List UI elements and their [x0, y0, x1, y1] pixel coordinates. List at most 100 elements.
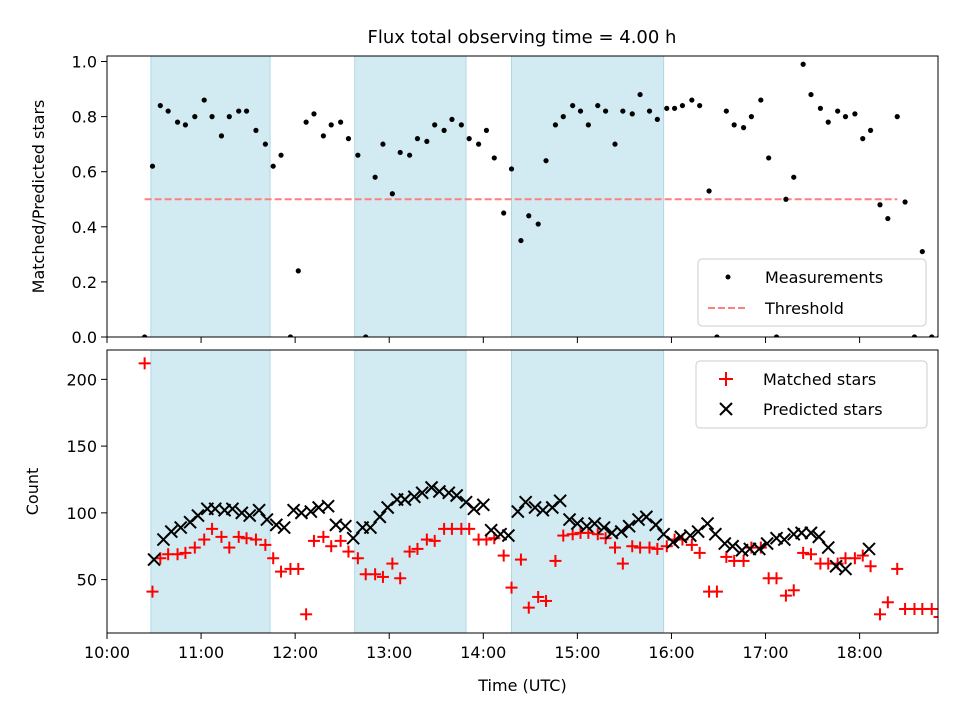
measurement-point [543, 158, 549, 164]
matched-point [925, 602, 938, 615]
y-tick-label: 100 [66, 504, 97, 523]
measurement-point [825, 119, 831, 125]
matched-point [933, 615, 938, 618]
measurement-point [311, 111, 317, 117]
matched-point [369, 568, 382, 581]
measurement-point [671, 105, 678, 111]
measurement-point [270, 163, 276, 169]
predicted-point [829, 559, 843, 573]
predicted-point [424, 480, 439, 495]
measurement-point [852, 111, 858, 117]
measurements-legend-label: Measurements [765, 268, 883, 287]
predicted-point [415, 486, 429, 500]
matched-stars-points [138, 357, 938, 621]
predicted-point [752, 542, 766, 556]
matched-point [307, 534, 320, 547]
measurement-point [441, 127, 447, 133]
matched-point [411, 542, 424, 555]
measurement-point [842, 114, 849, 120]
matched-point [292, 562, 305, 575]
measurement-point [946, 334, 951, 339]
measurement-point [295, 268, 301, 274]
matched-point [693, 546, 706, 559]
predicted-point [173, 520, 188, 535]
threshold-legend-label: Threshold [764, 299, 844, 318]
measurement-point [552, 122, 559, 128]
matched-point [334, 534, 347, 547]
matched-point [685, 538, 698, 551]
matched-point [609, 541, 622, 554]
measurement-point [791, 174, 797, 180]
observing-window-3 [511, 55, 665, 338]
measurement-point [585, 122, 591, 128]
predicted-point [449, 488, 464, 503]
observing-window-1 [150, 349, 271, 634]
measurement-point [919, 248, 925, 255]
measurements-legend-marker [725, 274, 731, 280]
measurement-point [954, 334, 959, 339]
measurement-point [278, 152, 284, 158]
measurement-point [380, 141, 386, 147]
matched-legend-marker [719, 372, 733, 386]
predicted-point [725, 539, 740, 553]
measurement-point [748, 114, 755, 120]
ratio-plot-frame [106, 55, 939, 338]
matched-point [179, 546, 192, 559]
predicted-point [269, 518, 284, 532]
measurement-point [389, 191, 395, 197]
predicted-point [777, 532, 792, 547]
predicted-point [373, 510, 387, 524]
matched-point [873, 608, 886, 621]
matched-point [540, 594, 553, 607]
y-tick-label: 0.2 [72, 273, 97, 292]
measurement-point [689, 97, 695, 103]
measurement-point [620, 108, 626, 114]
measurement-point [723, 108, 729, 114]
measurement-point [697, 102, 703, 109]
matched-point [779, 589, 792, 602]
matched-point [342, 545, 355, 558]
matched-point [881, 596, 894, 609]
measurement-point [929, 334, 935, 337]
measurement-point [526, 213, 532, 219]
matched-point [240, 532, 253, 545]
measurement-point [595, 102, 601, 109]
matched-point [616, 557, 629, 570]
predicted-point [398, 492, 412, 507]
count-x-axis: 10:00 11:00 12:00 13:00 14:00 15:00 16:00 17:00… [84, 633, 883, 662]
matched-point [215, 530, 228, 543]
measurement-point [835, 108, 841, 114]
predicted-point [683, 528, 697, 543]
predicted-point [147, 552, 161, 567]
y-tick-label: 0.4 [72, 218, 97, 237]
measurement-point [783, 196, 789, 202]
measurement-point [800, 61, 806, 67]
matched-point [259, 538, 272, 551]
measurement-point [894, 114, 900, 120]
measurement-point [491, 155, 497, 161]
predicted-point [838, 562, 853, 576]
matched-point [497, 549, 510, 562]
measurement-point [397, 149, 403, 156]
y-tick-label: 0.6 [72, 163, 97, 182]
matched-point [351, 552, 364, 565]
measurement-point [501, 210, 507, 216]
y-tick-label: 150 [66, 437, 97, 456]
matched-point [804, 548, 817, 561]
matched-point [864, 560, 877, 573]
matched-point [591, 528, 604, 541]
matched-point [249, 533, 262, 546]
matched-point [386, 557, 399, 570]
predicted-point [467, 502, 481, 516]
matched-point [300, 608, 313, 621]
predicted-point [304, 504, 318, 519]
predicted-point [363, 520, 378, 535]
measurement-point [664, 105, 670, 111]
measurement-point [287, 334, 294, 337]
measurement-point [560, 114, 566, 120]
matched-point [325, 540, 338, 553]
y-tick-label: 0.0 [72, 328, 97, 347]
predicted-point [804, 526, 818, 540]
predicted-point [812, 530, 826, 544]
measurement-point [646, 108, 653, 114]
